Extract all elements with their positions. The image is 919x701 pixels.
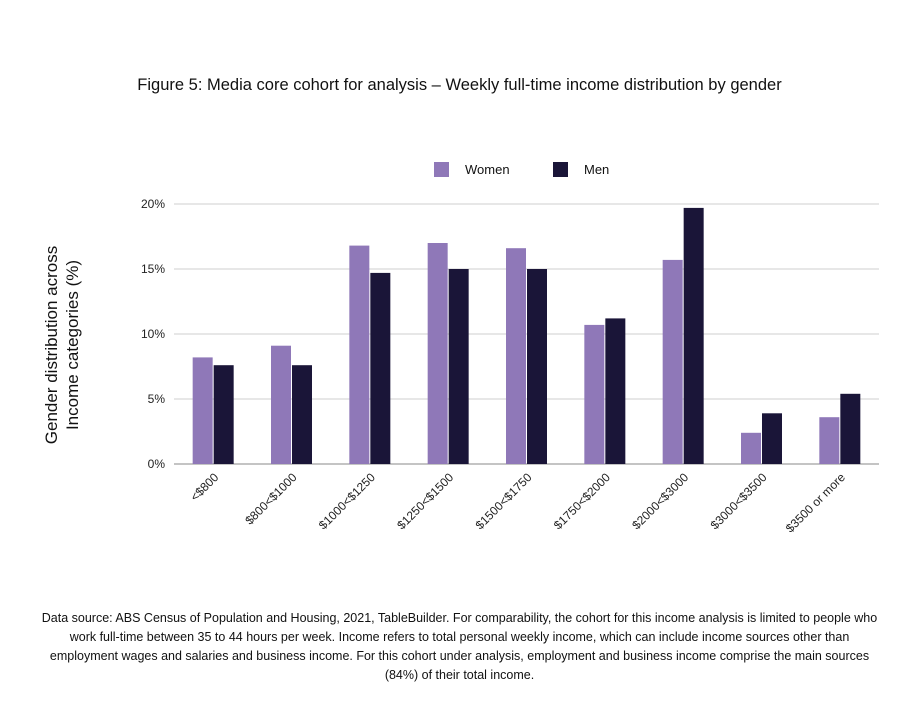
x-tick-label: $1500<$1750: [473, 470, 535, 532]
bar-men: [683, 207, 704, 464]
bar-women: [192, 357, 213, 464]
footnote: Data source: ABS Census of Population an…: [41, 611, 878, 682]
y-tick-label: 5%: [148, 392, 166, 406]
bar-men: [448, 269, 469, 464]
bar-men: [527, 269, 547, 464]
x-tick-label: $800<$1000: [242, 470, 300, 528]
bar-women: [271, 345, 291, 464]
bar-men: [605, 318, 626, 464]
x-tick-label: <$800: [188, 470, 222, 504]
legend-item-women: Women: [434, 162, 510, 177]
legend-swatch-women: [434, 162, 449, 177]
bar-men: [370, 272, 391, 464]
bar-women: [662, 259, 683, 464]
bar-men: [213, 365, 234, 464]
legend-swatch-men: [553, 162, 568, 177]
legend-item-men: Men: [553, 162, 609, 177]
x-tick-label: $3000<$3500: [708, 470, 770, 532]
x-tick-label: $2000<$3000: [629, 470, 691, 532]
bar-women: [819, 417, 840, 464]
legend-label-women: Women: [465, 162, 510, 177]
bar-women: [427, 243, 448, 464]
y-tick-label: 10%: [141, 327, 165, 341]
bar-women: [584, 324, 605, 464]
y-tick-label: 20%: [141, 197, 165, 211]
bar-women: [349, 245, 370, 464]
bar-women: [741, 432, 761, 464]
legend: Women Men: [0, 162, 919, 182]
y-tick-label: 0%: [148, 457, 166, 471]
legend-label-men: Men: [584, 162, 610, 177]
x-tick-label: $1250<$1500: [394, 470, 456, 532]
x-tick-label: $1000<$1250: [316, 470, 378, 532]
bar-men: [292, 365, 312, 464]
bar-men: [840, 393, 861, 464]
y-tick-label: 15%: [141, 262, 165, 276]
bar-women: [506, 248, 526, 464]
bar-men: [762, 413, 782, 464]
chart-title: Figure 5: Media core cohort for analysis…: [137, 76, 782, 94]
x-tick-label: $3500 or more: [783, 470, 848, 535]
x-tick-label: $1750<$2000: [551, 470, 613, 532]
